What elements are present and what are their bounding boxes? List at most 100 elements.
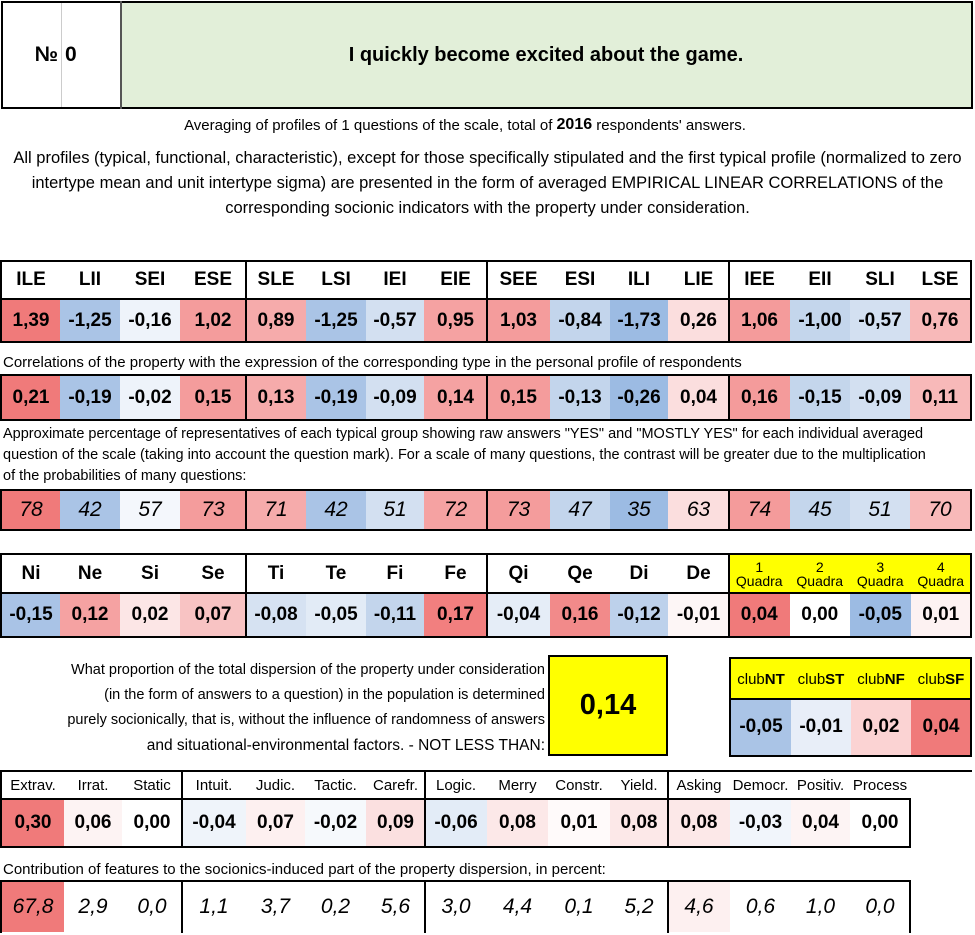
- type-profile-15: 0,76: [910, 299, 970, 342]
- trait-value-7: -0,06: [425, 800, 487, 846]
- quadra-number: 2: [815, 559, 824, 575]
- trait-header-7: Logic.: [435, 776, 477, 794]
- type-header-11: LIE: [683, 269, 714, 290]
- dispersion-line-4: and situational-environmental factors. -…: [146, 737, 545, 754]
- correlation-divider-0: [245, 374, 247, 420]
- contribution-note: Contribution of features to the socionic…: [3, 861, 606, 878]
- type-header-divider-0: [245, 260, 247, 299]
- trait-divider-1: [424, 770, 426, 848]
- club-right-border: [970, 657, 972, 757]
- header-divider-light: [61, 3, 62, 107]
- percentage-5: 42: [306, 490, 366, 530]
- percentage-6: 51: [366, 490, 424, 530]
- percentage-2: 57: [120, 490, 180, 530]
- percentage-note: Approximate percentage of representative…: [3, 426, 926, 484]
- type-profile-right-border: [970, 298, 972, 342]
- number-label: №: [34, 43, 58, 66]
- correlation-left-border: [0, 374, 2, 420]
- trait-header-1: Irrat.: [77, 776, 109, 794]
- trait-right-border: [909, 798, 911, 848]
- quadra-label: Quadra: [856, 573, 904, 589]
- contribution-10: 5,2: [610, 882, 668, 932]
- dispersion-line-3: purely socionically, that is, without th…: [67, 712, 545, 728]
- trait-value-11: 0,08: [668, 800, 730, 846]
- function-value-6: -0,11: [366, 593, 424, 637]
- function-value-4: -0,08: [246, 593, 306, 637]
- contribution-3: 1,1: [182, 882, 246, 932]
- type-profile-14: -0,57: [850, 299, 910, 342]
- trait-left-border: [0, 770, 2, 848]
- function-value-5: -0,05: [306, 593, 366, 637]
- percentage-3: 73: [180, 490, 246, 530]
- quadra-value-2: -0,05: [850, 593, 911, 637]
- function-right-border: [970, 553, 972, 638]
- type-profile-4: 0,89: [246, 299, 306, 342]
- type-profile-6: -0,57: [366, 299, 424, 342]
- correlation-15: 0,11: [910, 375, 970, 420]
- function-value-7: 0,17: [424, 593, 487, 637]
- function-header-1: Ne: [77, 563, 103, 584]
- trait-value-1: 0,06: [64, 800, 122, 846]
- contribution-0: 67,8: [2, 882, 64, 932]
- correlation-8: 0,15: [487, 375, 550, 420]
- function-header-5: Te: [325, 563, 347, 584]
- correlation-5: -0,19: [306, 375, 366, 420]
- club-top-border: [729, 657, 972, 659]
- contribution-top-border: [0, 880, 910, 882]
- correlation-bottom-border: [0, 419, 972, 421]
- percentage-14: 51: [850, 490, 910, 530]
- correlation-14: -0,09: [850, 375, 910, 420]
- correlation-divider-2: [728, 374, 730, 420]
- type-header-6: IEI: [383, 269, 407, 290]
- club-prefix: club: [737, 670, 765, 688]
- club-value-0: -0,05: [731, 699, 791, 755]
- number-value: 0: [65, 43, 77, 66]
- quadra-label: Quadra: [796, 573, 844, 589]
- contribution-8: 4,4: [487, 882, 548, 932]
- quadra-header-2: 3 Quadra: [850, 555, 911, 593]
- page-title: I quickly become excited about the game.: [348, 43, 744, 66]
- type-profile-divider-1: [486, 298, 488, 342]
- function-header-2: Si: [141, 563, 159, 584]
- type-profile-divider-2: [728, 298, 730, 342]
- trait-divider-2: [667, 770, 669, 848]
- club-header-2: club NF: [851, 659, 911, 699]
- trait-value-3: -0,04: [182, 800, 246, 846]
- club-bottom-border: [729, 755, 972, 757]
- club-left-border: [729, 657, 731, 757]
- trait-header-5: Tactic.: [314, 776, 357, 794]
- contribution-11: 4,6: [668, 882, 730, 932]
- club-mid-border: [729, 698, 972, 700]
- type-header-2: SEI: [134, 269, 166, 290]
- type-header-4: SLE: [257, 269, 295, 290]
- function-header-8: Qi: [508, 563, 529, 584]
- function-header-0: Ni: [21, 563, 41, 584]
- type-profile-8: 1,03: [487, 299, 550, 342]
- club-code: SF: [945, 670, 965, 688]
- function-header-11: De: [686, 563, 711, 584]
- trait-header-2: Static: [133, 776, 171, 794]
- type-profile-12: 1,06: [729, 299, 790, 342]
- type-header-3: ESE: [193, 269, 233, 290]
- header-box: [1, 1, 973, 109]
- trait-header-13: Positiv.: [796, 776, 845, 794]
- contribution-divider-1: [424, 880, 426, 933]
- contribution-right-border: [909, 880, 911, 933]
- contribution-divider-0: [181, 880, 183, 933]
- percentage-0: 78: [2, 490, 60, 530]
- averaging-pre: Averaging of profiles of 1 questions of …: [184, 116, 557, 134]
- percentage-8: 73: [487, 490, 550, 530]
- percentage-left-border: [0, 489, 2, 530]
- quadra-number: 4: [936, 559, 945, 575]
- correlation-12: 0,16: [729, 375, 790, 420]
- type-header-5: LSI: [321, 269, 351, 290]
- correlation-6: -0,09: [366, 375, 424, 420]
- contribution-14: 0,0: [850, 882, 910, 932]
- trait-header-14: Process: [852, 776, 908, 794]
- type-profile-3: 1,02: [180, 299, 246, 342]
- percentage-divider-1: [486, 489, 488, 530]
- trait-header-3: Intuit.: [195, 776, 233, 794]
- trait-header-12: Democr.: [732, 776, 789, 794]
- function-value-3: 0,07: [180, 593, 246, 637]
- averaging-post: respondents' answers.: [592, 116, 746, 134]
